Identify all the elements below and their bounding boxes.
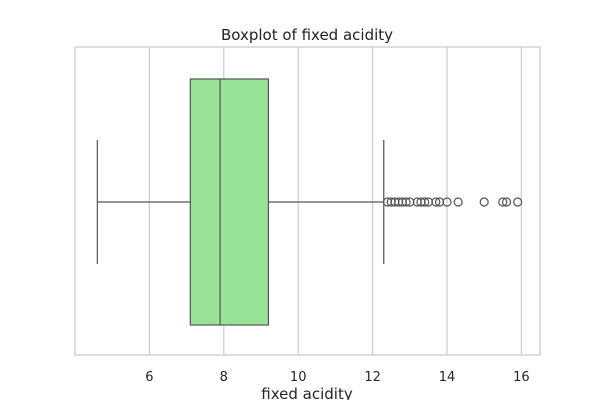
x-tick-label: 8 — [220, 370, 228, 385]
x-tick-label: 16 — [513, 370, 530, 385]
outlier-point — [431, 197, 441, 207]
outlier-point — [479, 197, 489, 207]
outlier-point — [420, 197, 430, 207]
boxplot — [96, 78, 523, 326]
plot-frame — [74, 46, 541, 356]
chart-title: Boxplot of fixed acidity — [221, 26, 393, 44]
outlier-point — [453, 197, 463, 207]
outlier-point — [401, 197, 411, 207]
x-tick-labels: 6 8 10 12 14 16 — [145, 370, 529, 385]
interquartile-box — [189, 78, 270, 326]
outlier-point — [498, 197, 508, 207]
x-tick-label: 10 — [290, 370, 307, 385]
outlier-point — [442, 197, 452, 207]
x-tick-label: 6 — [145, 370, 153, 385]
x-tick-label: 14 — [439, 370, 456, 385]
x-axis-label: fixed acidity — [261, 385, 353, 400]
outlier-point — [513, 197, 523, 207]
x-tick-label: 12 — [364, 370, 381, 385]
outlier-point — [501, 197, 512, 207]
